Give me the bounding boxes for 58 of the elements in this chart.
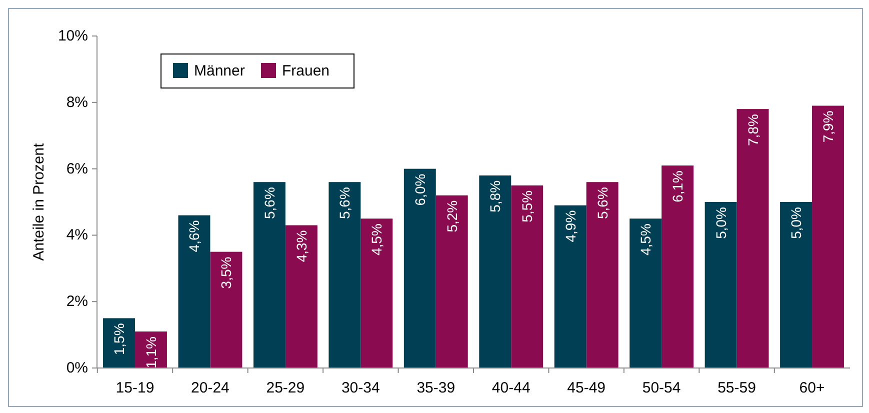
y-tick-label: 8%: [66, 94, 88, 111]
legend-label: Männer: [194, 62, 245, 80]
data-label: 4,9%: [562, 210, 578, 242]
data-label: 4,5%: [368, 224, 385, 256]
data-label: 5,6%: [594, 187, 610, 219]
data-label: 4,3%: [293, 230, 310, 262]
data-label: 4,6%: [186, 220, 202, 252]
bar: [178, 215, 210, 368]
data-label: 7,9%: [820, 110, 836, 143]
bar: [704, 202, 737, 368]
x-tick-label: 15-19: [116, 380, 154, 396]
bar: [586, 182, 618, 368]
y-tick-label: 0%: [66, 360, 88, 376]
bar: [210, 252, 242, 368]
bar: [253, 182, 286, 368]
data-label: 5,6%: [261, 187, 278, 219]
data-label: 4,5%: [638, 224, 654, 256]
data-label: 6,1%: [670, 170, 686, 202]
data-label: 5,8%: [487, 180, 504, 212]
bar: [285, 225, 318, 368]
data-label: 5,0%: [788, 207, 804, 239]
x-tick-label: 55-59: [718, 380, 756, 396]
data-label: 6,0%: [412, 174, 428, 206]
data-label: 5,5%: [519, 190, 536, 222]
bar: [736, 109, 769, 368]
bar: [404, 168, 436, 368]
x-tick-label: 20-24: [191, 380, 230, 396]
x-tick-label: 35-39: [416, 380, 456, 396]
bar: [554, 205, 586, 368]
data-label: 7,8%: [744, 114, 761, 146]
bar: [511, 185, 544, 368]
data-label: 5,6%: [336, 187, 353, 219]
y-tick-label: 10%: [58, 28, 88, 44]
x-tick-label: 50-54: [642, 380, 681, 396]
data-label: 1,1%: [142, 336, 159, 368]
bar: [630, 218, 662, 368]
bar: [360, 218, 393, 368]
bar: [328, 182, 361, 368]
y-tick-label: 4%: [66, 226, 88, 244]
data-label: 5,0%: [712, 207, 729, 239]
x-tick-label: 30-34: [341, 380, 380, 396]
data-label: 1,5%: [111, 323, 128, 356]
bar: [780, 202, 812, 368]
y-axis-title: Anteile in Prozent: [30, 142, 48, 261]
bar: [812, 106, 844, 368]
bar: [103, 318, 135, 368]
bar: [479, 175, 512, 368]
x-tick-label: 60+: [799, 380, 825, 396]
bar: [436, 195, 468, 368]
y-tick-label: 2%: [66, 293, 88, 310]
legend-label: Frauen: [282, 62, 330, 80]
x-tick-label: 40-44: [492, 380, 530, 396]
y-tick-label: 6%: [66, 160, 88, 178]
data-label: 3,5%: [218, 256, 234, 289]
x-tick-label: 25-29: [266, 380, 305, 396]
bar: [662, 165, 694, 368]
data-label: 5,2%: [444, 200, 460, 232]
x-tick-label: 45-49: [567, 380, 606, 396]
